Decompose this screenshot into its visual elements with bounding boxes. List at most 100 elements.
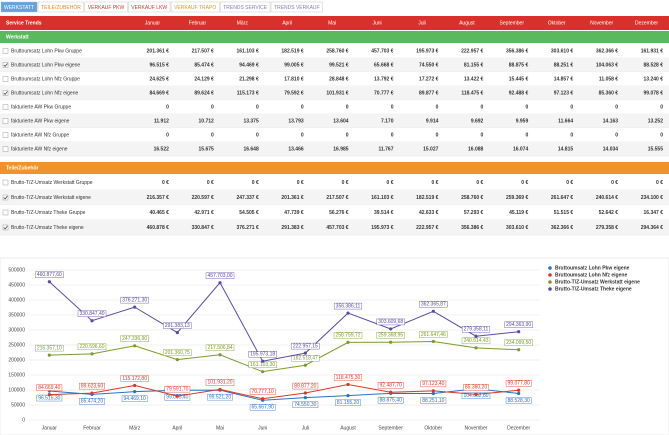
checkbox[interactable]	[2, 104, 9, 110]
x-tick-label: Mai	[216, 425, 224, 431]
data-label-box	[291, 355, 320, 362]
checkbox[interactable]	[2, 209, 9, 216]
cell: 247.337 €	[237, 195, 259, 201]
cell: 0 €	[252, 180, 259, 186]
tab[interactable]	[84, 1, 128, 13]
tab[interactable]	[270, 1, 323, 13]
data-label: 460.877,60	[37, 272, 62, 278]
data-label-box	[292, 401, 319, 408]
data-label: 303.609,68	[378, 319, 403, 325]
data-label: 65.667,90	[252, 405, 274, 411]
legend-label[interactable]: Bruttoumsatz Lohn Pkw eigene	[555, 265, 630, 271]
cell: 0 €	[611, 180, 618, 186]
cell: 99.521 €	[329, 62, 349, 68]
tab-label[interactable]: TEILE/ZUBEHÖR	[41, 4, 81, 11]
point	[389, 390, 393, 394]
cell: 0 €	[342, 180, 349, 186]
legend-marker	[548, 280, 552, 284]
series-line	[49, 341, 519, 373]
cell: 16.347 €	[644, 210, 664, 216]
cell: 356.386 €	[506, 48, 528, 54]
data-label: 101.931,20	[207, 380, 232, 386]
tab[interactable]	[37, 1, 85, 13]
cell: 0 €	[521, 180, 528, 186]
tab-label[interactable]: VERKAUF TRAPO	[174, 5, 216, 11]
point	[389, 327, 393, 331]
point	[517, 388, 521, 392]
data-label-box	[77, 343, 107, 351]
tab[interactable]	[128, 1, 171, 13]
point	[346, 311, 350, 315]
cell: 11.664	[558, 118, 573, 124]
data-label-box	[120, 375, 149, 382]
tab-label[interactable]: TRENDS SERVICE	[223, 5, 267, 11]
legend-label[interactable]: Brutto-T/Z-Umsatz Theke eigene	[555, 286, 632, 292]
data-label-box	[461, 325, 491, 333]
cell: 15.555	[648, 146, 664, 152]
data-label-box	[79, 382, 105, 390]
data-label: 74.550,30	[294, 402, 316, 408]
checkbox[interactable]	[2, 224, 9, 231]
legend-label[interactable]: Brutto-T/Z-Umsatz Werkstatt eigene	[555, 279, 640, 285]
data-label: 220.596,60	[79, 344, 104, 350]
y-tick-label: 150000	[8, 372, 25, 378]
y-tick-label: 400000	[8, 297, 25, 303]
point	[431, 309, 435, 313]
data-label-box	[376, 318, 405, 326]
tab-label[interactable]: WERKSTATT	[4, 5, 34, 11]
tab-label[interactable]: TRENDS VERKAUF	[274, 5, 320, 11]
checkbox[interactable]	[2, 118, 9, 124]
tab[interactable]	[0, 1, 38, 13]
tab-label[interactable]: VERKAUF LKW	[131, 5, 167, 11]
cell: 13.466	[288, 146, 304, 152]
data-label: 104.062,80	[463, 393, 488, 399]
cell: 40.465 €	[149, 210, 169, 216]
cell: 15.027	[423, 146, 439, 152]
row-label: Brutto-T/Z-Umsatz Theke Gruppe	[11, 210, 86, 216]
data-label: 115.172,80	[122, 376, 147, 382]
row-label: Brutto-T/Z-Umsatz Werkstatt eigene	[11, 195, 91, 201]
checkbox[interactable]	[2, 76, 9, 82]
cell: 201.361 €	[147, 48, 169, 54]
cell: 0	[211, 104, 214, 110]
checkbox[interactable]	[2, 90, 9, 96]
cell: 457.703 €	[371, 48, 393, 54]
cell: 0	[570, 132, 573, 138]
cell: 0 €	[387, 180, 394, 186]
checkbox[interactable]	[2, 194, 9, 201]
data-label-box	[249, 388, 276, 395]
cell: 7.170	[381, 118, 394, 124]
tab-label[interactable]: VERKAUF PKW	[88, 5, 125, 11]
tab[interactable]	[170, 1, 220, 13]
point	[175, 330, 179, 335]
checkbox[interactable]	[2, 179, 9, 186]
cell: 0	[436, 104, 439, 110]
y-tick-label: 450000	[8, 282, 25, 288]
point	[261, 359, 265, 363]
data-label-box	[249, 404, 276, 411]
checkbox[interactable]	[2, 146, 9, 152]
y-tick-label: 300000	[8, 327, 25, 333]
point	[218, 353, 222, 357]
data-label-box	[163, 349, 192, 356]
series-line	[49, 388, 519, 401]
cell: 16.074	[513, 146, 529, 152]
data-label: 99.077,80	[508, 381, 530, 387]
tab[interactable]	[220, 1, 271, 13]
cell: 0	[436, 132, 439, 138]
point	[47, 392, 51, 397]
point	[303, 351, 307, 355]
data-label: 84.669,40	[38, 385, 60, 391]
checkbox[interactable]	[2, 48, 9, 54]
header-cell: April	[282, 20, 292, 26]
cell: 81.155 €	[464, 62, 484, 68]
cell: 51.515 €	[554, 210, 574, 216]
cell: 0 €	[656, 180, 663, 186]
data-label: 96.515,30	[38, 395, 60, 401]
checkbox[interactable]	[2, 132, 9, 138]
legend-label[interactable]: Bruttoumsatz Lohn Nfz eigene	[555, 272, 627, 278]
point	[175, 394, 179, 398]
row	[0, 86, 669, 100]
checkbox[interactable]	[2, 62, 9, 68]
row	[0, 205, 669, 220]
